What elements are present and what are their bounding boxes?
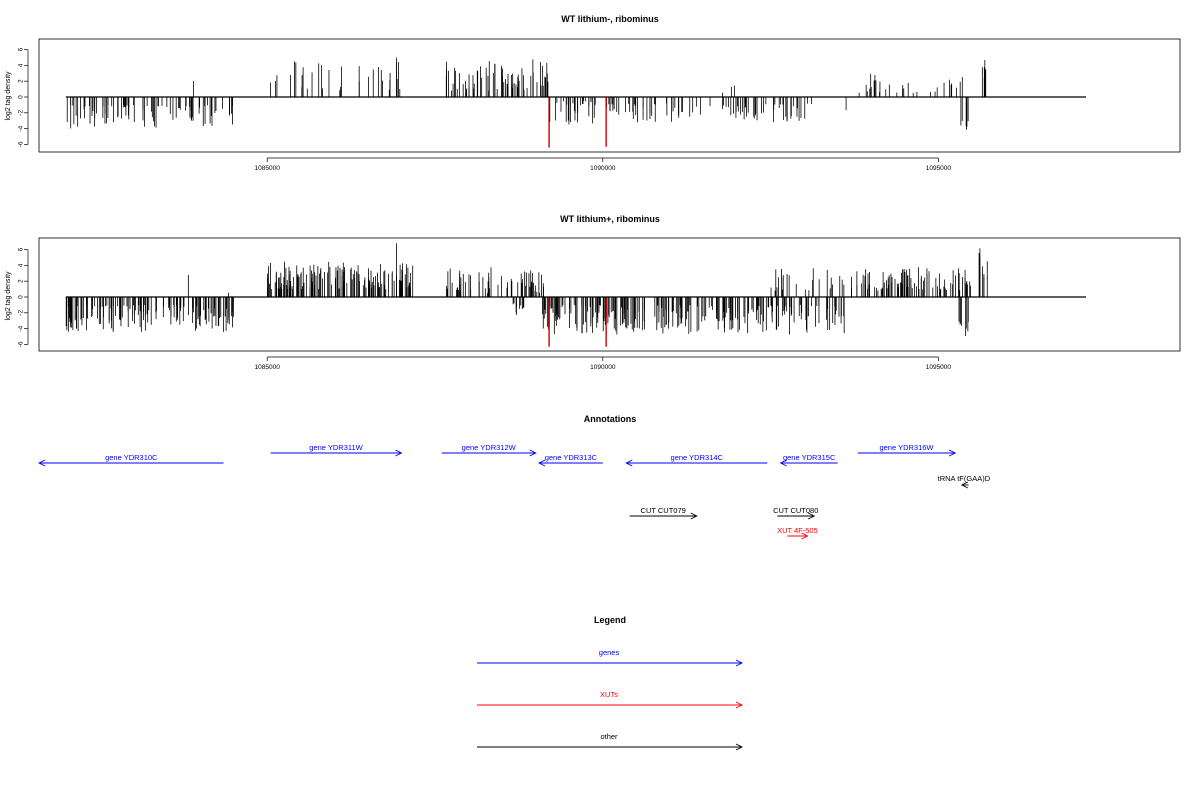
x-tick-label: 1095000 bbox=[926, 165, 952, 172]
legend-items: genes XUTs other bbox=[477, 648, 744, 751]
feature-arrowhead bbox=[37, 459, 46, 467]
chart-1-x-axis: 1085000 1090000 1095000 bbox=[255, 157, 952, 172]
x-tick-label: 1090000 bbox=[590, 364, 616, 371]
feature-label: gene YDR312W bbox=[462, 443, 517, 452]
chart-2-title: WT lithium+, ribominus bbox=[560, 214, 660, 224]
feature-arrowhead bbox=[690, 512, 698, 520]
feature-arrowhead bbox=[529, 449, 537, 457]
y-tick-label: 6 bbox=[18, 247, 25, 251]
feature-arrowhead bbox=[538, 459, 546, 467]
chart-2-y-axis: -6 -4 -2 0 2 4 6 bbox=[18, 247, 29, 347]
chart-1-bars bbox=[65, 57, 1087, 148]
feature-arrowhead bbox=[779, 459, 787, 467]
y-tick-label: 4 bbox=[18, 63, 25, 67]
chart-1-title: WT lithium-, ribominus bbox=[561, 14, 659, 24]
feature-arrowhead bbox=[801, 532, 809, 540]
x-tick-label: 1085000 bbox=[255, 165, 281, 172]
y-tick-label: -2 bbox=[18, 110, 25, 116]
chart-1-ylabel: log2 tag density bbox=[5, 71, 12, 121]
legend-title: Legend bbox=[594, 615, 626, 625]
feature-label: gene YDR310C bbox=[105, 453, 158, 462]
chart-1-y-axis: -6 -4 -2 0 2 4 6 bbox=[18, 47, 29, 147]
y-tick-label: 0 bbox=[18, 95, 25, 99]
chart-2-bars bbox=[65, 243, 1087, 347]
legend: Legend genes XUTs other bbox=[477, 615, 744, 751]
feature-arrowhead bbox=[395, 449, 403, 457]
x-tick-label: 1085000 bbox=[255, 364, 281, 371]
legend-label: XUTs bbox=[600, 690, 618, 699]
legend-arrowhead bbox=[735, 659, 744, 667]
feature-arrowhead bbox=[808, 512, 816, 520]
chart-1-frame bbox=[38, 38, 1181, 153]
chart-panel-2: WT lithium+, ribominus log2 tag density … bbox=[5, 214, 1181, 371]
y-tick-label: -2 bbox=[18, 310, 25, 316]
chart-2-ylabel: log2 tag density bbox=[5, 271, 12, 321]
chart-2-x-axis: 1085000 1090000 1095000 bbox=[255, 356, 952, 371]
legend-label: genes bbox=[599, 648, 620, 657]
annotations-title: Annotations bbox=[584, 414, 637, 424]
legend-label: other bbox=[600, 732, 618, 741]
legend-arrowhead bbox=[735, 743, 744, 751]
feature-label: CUT CUT080 bbox=[773, 506, 818, 515]
y-tick-label: 4 bbox=[18, 263, 25, 267]
annotation-features: gene YDR310C gene YDR311W gene YDR312W gene… bbox=[37, 443, 991, 540]
feature-label: XUT 4F-505 bbox=[777, 526, 818, 535]
legend-arrowhead bbox=[735, 701, 744, 709]
y-tick-label: 2 bbox=[18, 79, 25, 83]
y-tick-label: 0 bbox=[18, 295, 25, 299]
feature-arrowhead bbox=[625, 459, 633, 467]
y-tick-label: 6 bbox=[18, 47, 25, 51]
y-tick-label: -4 bbox=[18, 325, 25, 331]
feature-label: CUT CUT079 bbox=[641, 506, 686, 515]
feature-label: gene YDR311W bbox=[309, 443, 363, 452]
chart-2-frame bbox=[38, 237, 1181, 352]
y-tick-label: -6 bbox=[18, 341, 25, 347]
x-tick-label: 1095000 bbox=[926, 364, 952, 371]
feature-label: gene YDR314C bbox=[671, 453, 724, 462]
x-tick-label: 1090000 bbox=[590, 165, 616, 172]
feature-arrowhead bbox=[948, 449, 957, 457]
y-tick-label: -6 bbox=[18, 141, 25, 147]
feature-label: gene YDR313C bbox=[545, 453, 598, 462]
feature-arrowhead bbox=[960, 481, 969, 489]
feature-label: gene YDR316W bbox=[879, 443, 934, 452]
feature-label: tRNA tF(GAA)D bbox=[938, 474, 991, 483]
y-tick-label: 2 bbox=[18, 279, 25, 283]
y-tick-label: -4 bbox=[18, 125, 25, 131]
chart-panel-1: WT lithium-, ribominus log2 tag density … bbox=[5, 14, 1181, 172]
feature-label: gene YDR315C bbox=[783, 453, 836, 462]
